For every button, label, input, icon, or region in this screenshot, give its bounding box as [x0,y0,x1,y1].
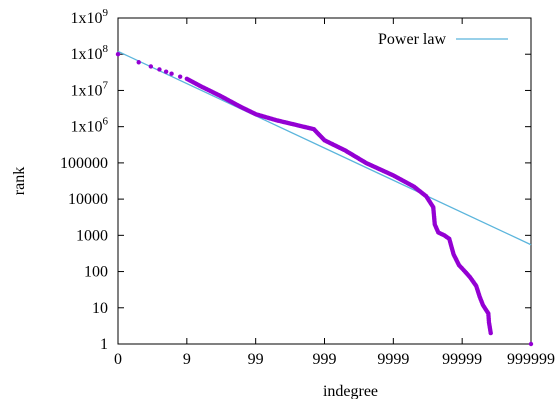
y-tick-label: 100 [84,264,108,281]
y-tick-label: 10 [92,300,108,317]
y-tick-label: 1x106 [71,116,109,136]
data-point [115,52,121,57]
data-point [136,60,141,65]
series-layer [115,50,534,347]
x-tick-label: 99999 [442,351,482,368]
y-tick-label: 1x108 [71,43,109,63]
legend: Power law [378,31,508,48]
data-point [148,64,154,69]
legend-label: Power law [378,31,446,48]
data-point [177,74,183,79]
data-point [169,71,174,76]
y-axis-title: rank [11,167,28,195]
plot-frame [117,17,532,345]
x-tick-label: 0 [114,351,122,368]
data-point [157,67,162,72]
x-tick-label: 9999 [377,351,409,368]
data-point [488,330,493,336]
x-tick-label: 999999 [507,351,555,368]
x-tick-label: 99 [248,351,264,368]
power-law-line [117,50,532,246]
data-point [528,341,534,347]
x-axis-title: indegree [323,383,378,399]
y-tick-label: 100000 [60,155,108,172]
y-tick-label: 1x109 [71,7,109,27]
y-tick-label: 1000 [76,227,108,244]
x-tick-label: 999 [313,351,337,368]
y-tick-label: 1 [100,336,108,353]
x-tick-label: 9 [183,351,191,368]
y-tick-label: 1x107 [71,79,109,99]
data-points [115,52,534,347]
data-point [163,69,169,74]
y-tick-label: 10000 [68,191,108,208]
axes: 0 9 99 999 9999 99999 999999110100100010000100… [11,7,555,399]
